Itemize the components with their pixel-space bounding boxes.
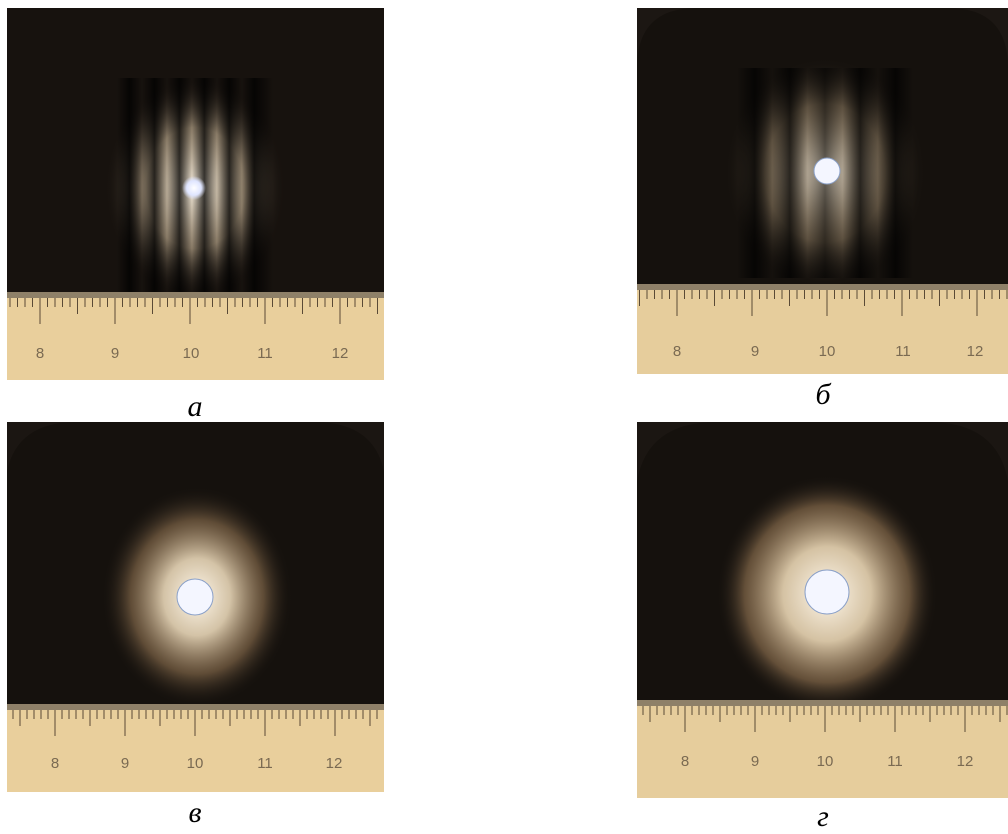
light-spot <box>804 569 850 615</box>
light-spot <box>813 157 841 185</box>
ruler: 8 9 10 11 12 <box>7 292 384 380</box>
light-spot <box>176 578 214 616</box>
ruler-label: 11 <box>257 755 273 772</box>
ruler-label: 11 <box>887 753 903 770</box>
photo-panel-c: 8 9 10 11 12 <box>7 422 384 792</box>
photo-panel-b: 8 9 10 11 12 <box>637 8 1008 374</box>
caption-a: а <box>187 390 203 423</box>
photo-panel-d: 8 9 10 11 12 <box>637 422 1008 798</box>
ruler-label: 8 <box>51 755 59 772</box>
ruler-label: 10 <box>819 343 836 360</box>
caption-b: б <box>815 378 831 411</box>
ruler-label: 9 <box>751 343 759 360</box>
ruler-label: 9 <box>111 345 119 362</box>
photo-panel-a: 8 9 10 11 12 <box>7 8 384 380</box>
ruler-label: 10 <box>183 345 200 362</box>
ruler-label: 9 <box>121 755 129 772</box>
ruler-label: 12 <box>967 343 984 360</box>
ruler-label: 8 <box>673 343 681 360</box>
ruler: 8 9 10 11 12 <box>7 704 384 792</box>
ruler-label: 11 <box>257 345 273 362</box>
photo-d: 8 9 10 11 12 <box>637 422 1008 798</box>
ruler-label: 10 <box>817 753 834 770</box>
ruler-label: 12 <box>957 753 974 770</box>
ruler: 8 9 10 11 12 <box>637 700 1008 798</box>
ruler-label: 12 <box>332 345 349 362</box>
ruler-label: 9 <box>751 753 759 770</box>
ruler-label: 12 <box>326 755 343 772</box>
ruler: 8 9 10 11 12 <box>637 284 1008 374</box>
caption-c: в <box>188 796 202 829</box>
photo-c: 8 9 10 11 12 <box>7 422 384 792</box>
photo-b: 8 9 10 11 12 <box>637 8 1008 374</box>
ruler-label: 11 <box>895 343 911 360</box>
ruler-label: 8 <box>36 345 44 362</box>
light-spot <box>182 176 206 200</box>
photo-a: 8 9 10 11 12 <box>7 8 384 380</box>
ruler-label: 10 <box>187 755 204 772</box>
caption-d: г <box>817 800 829 833</box>
ruler-label: 8 <box>681 753 689 770</box>
